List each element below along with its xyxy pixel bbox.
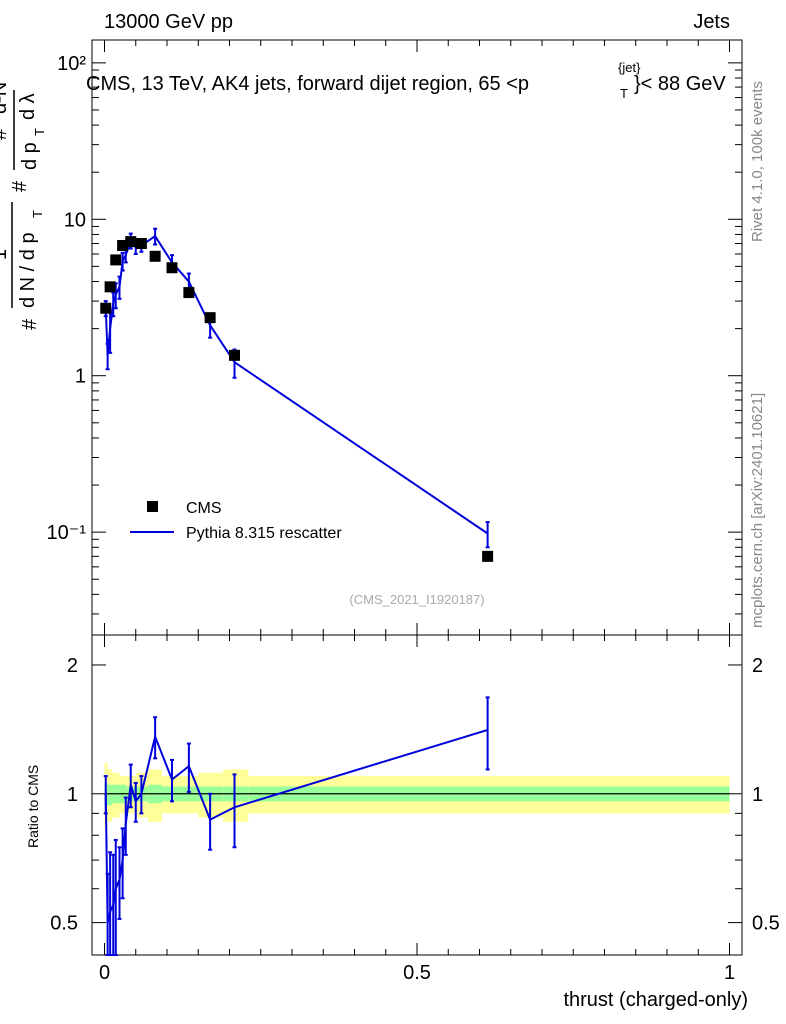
cms-data-point [110,254,122,266]
legend-data-label: CMS [186,500,222,517]
svg-text:d λ: d λ [17,93,39,120]
svg-text:#: # [9,180,31,192]
svg-text:d N / d p: d N / d p [17,232,39,308]
band-inner [107,784,112,806]
y-axis-label-main: # d N / d p T 1 # d p T d λ # d²N [0,82,47,330]
cms-data-point [125,236,137,248]
y-tick-label-main: 10⁻¹ [47,522,87,544]
x-axis-label: thrust (charged-only) [563,989,748,1011]
main-axis-ticks: 10⁻¹ 1 10 10² [47,40,742,635]
y-tick-label-ratio: 1 [67,784,78,806]
ratio-uncertainty-bands [104,763,730,827]
svg-text:#: # [19,318,41,330]
y-tick-label-ratio-right: 1 [752,784,763,806]
cms-data-point [100,302,112,314]
cms-data-point [117,239,129,251]
header-left: 13000 GeV pp [104,11,233,33]
y-tick-label-ratio: 2 [67,655,78,677]
legend-data-marker [147,501,158,512]
analysis-id: (CMS_2021_I1920187) [349,592,484,607]
cms-data-point [149,250,161,262]
x-tick-label: 0 [99,962,110,984]
y-tick-label-ratio: 0.5 [50,913,78,935]
cms-data-point [183,287,195,299]
ratio-axis-ticks: 0 0.5 1 0.5 0.5 1 1 2 2 [50,635,780,984]
svg-text:#: # [0,128,11,140]
header-right: Jets [693,11,730,33]
svg-text:1: 1 [0,249,11,260]
plot-title-sub: T [620,86,628,101]
y-tick-label-ratio-right: 2 [752,655,763,677]
cms-data-point [135,238,147,250]
main-plot-frame [91,39,743,636]
svg-text:d²N: d²N [0,82,11,114]
mc-series-line [104,234,489,535]
cms-data-point [166,262,178,274]
x-tick-label: 0.5 [403,962,431,984]
y-tick-label-main: 10² [57,53,86,75]
plot-title-end: }< 88 GeV [634,73,726,95]
main-data-marks [100,227,494,562]
side-label-top: Rivet 4.1.0, 100k events [749,81,766,242]
cms-data-point [482,550,494,562]
plot-title-sup: {jet} [618,60,641,75]
y-tick-label-main: 10 [64,209,86,231]
svg-text:d p: d p [19,142,41,170]
legend-mc-label: Pythia 8.315 rescatter [186,525,342,542]
y-axis-label-ratio: Ratio to CMS [25,765,41,848]
y-tick-label-main: 1 [75,366,86,388]
svg-text:T: T [32,128,47,136]
svg-text:T: T [30,210,45,218]
y-tick-label-ratio-right: 0.5 [752,913,780,935]
cms-data-point [104,281,116,293]
plot-title-text: CMS, 13 TeV, AK4 jets, forward dijet reg… [86,73,529,95]
ratio-series-line [104,728,488,923]
x-tick-label: 1 [724,962,735,984]
cms-data-point [229,349,240,361]
side-label-bottom: mcplots.cern.ch [arXiv:2401.10621] [749,393,766,628]
plot-title: CMS, 13 TeV, AK4 jets, forward dijet reg… [86,60,726,101]
legend: CMS Pythia 8.315 rescatter [130,500,342,542]
ratio-data-marks [103,696,490,956]
cms-data-point [204,312,216,324]
